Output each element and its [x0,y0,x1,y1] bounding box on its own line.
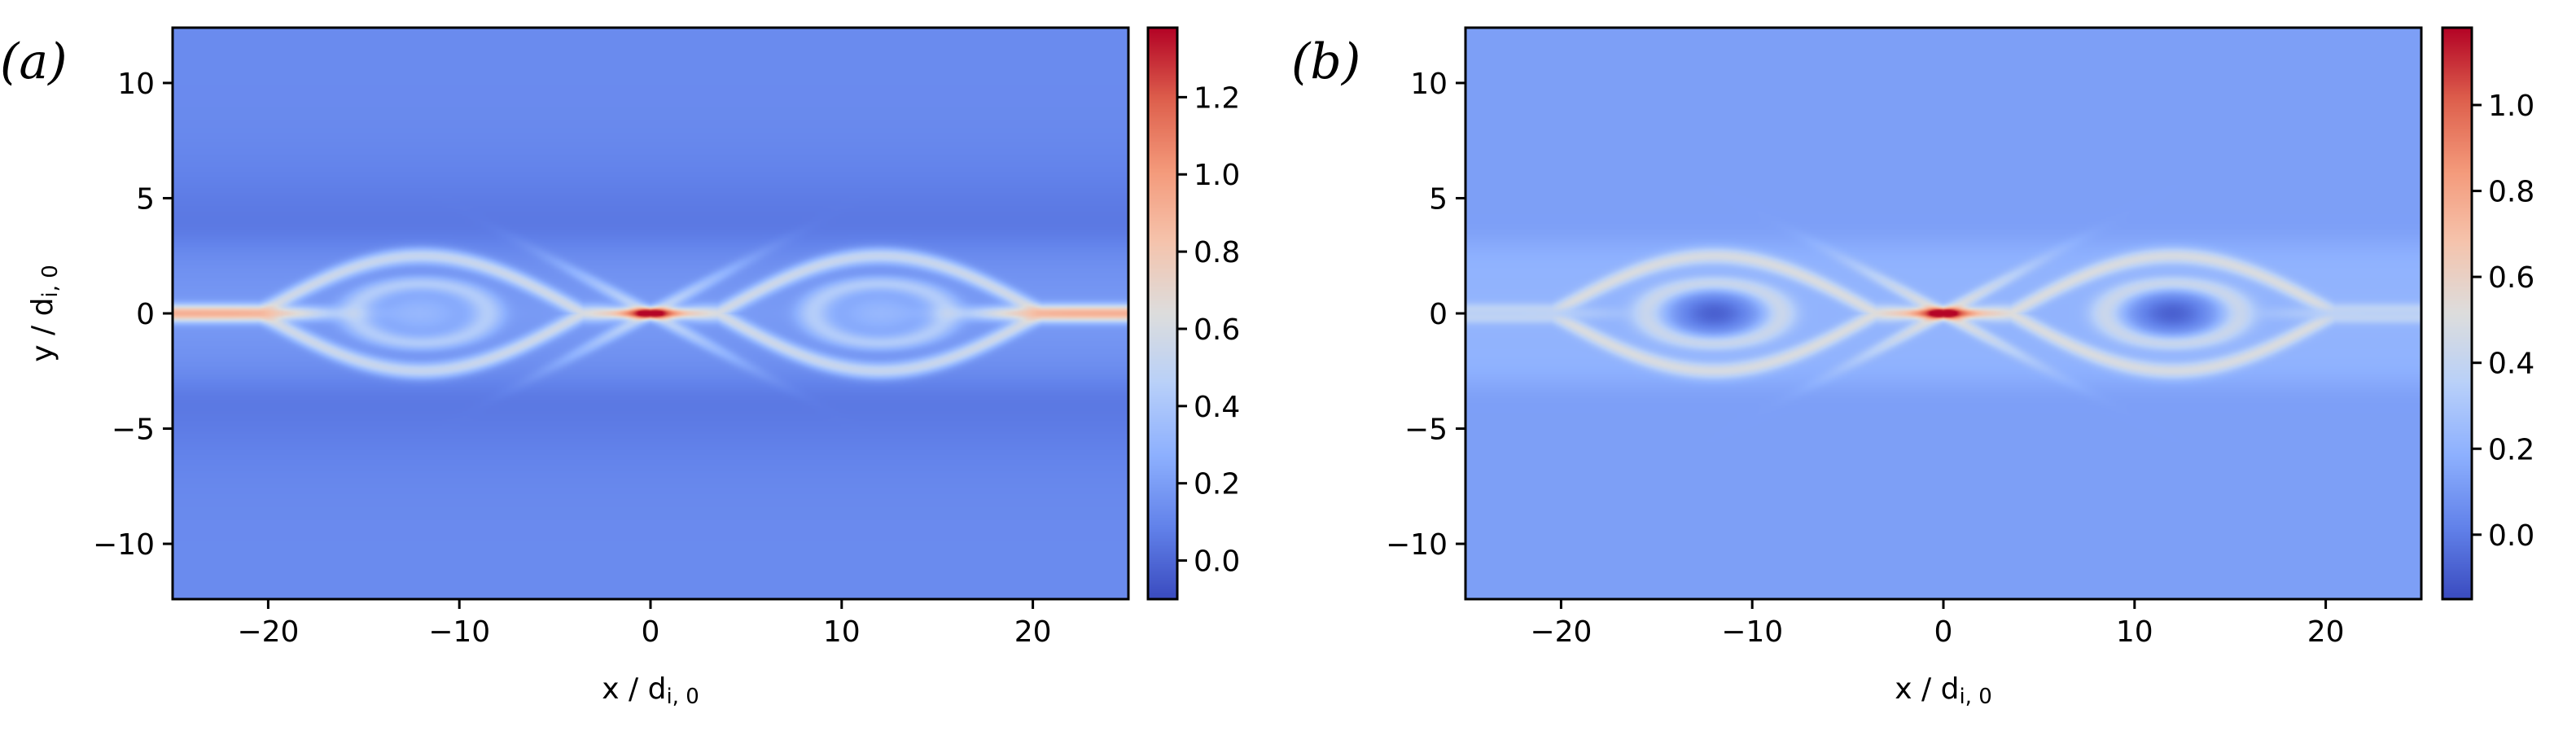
panel-b-axes: −20 −10 0 10 20 −10 −5 0 5 10 [1386,68,2344,649]
x-tick-label: 0 [642,615,660,649]
panel-a-colorbar-frame [1146,26,1179,601]
x-tick-label: −10 [1721,615,1783,649]
panel-b-colorbar-frame [2441,26,2473,601]
panel-b-colorbar-ticks: 0.0 0.2 0.4 0.6 0.8 1.0 [2472,90,2534,553]
y-tick-label: 10 [117,68,155,101]
colorbar-tick-label: 0.8 [2488,176,2534,209]
y-tick-label: 0 [136,298,155,331]
panel-a-label: (a) [0,33,68,90]
colorbar-tick-label: 0.6 [2488,261,2534,295]
panel-a-heatmap [173,28,1128,599]
y-tick-label: 5 [1429,182,1448,216]
panel-a: (a) −20 −10 0 10 20 −10 −5 0 5 10 x / di, 0 y / d… [0,26,1240,709]
x-tick-label: −20 [1530,615,1592,649]
colorbar-tick-label: 0.0 [1194,545,1240,579]
panel-a-colorbar [1148,28,1177,599]
colorbar-tick-label: 0.4 [2488,348,2534,381]
colorbar-tick-label: 1.0 [2488,90,2534,123]
panel-b-xlabel: x / di, 0 [1895,672,1991,709]
colorbar-tick-label: 0.8 [1194,236,1240,269]
colorbar-tick-label: 0.0 [2488,519,2534,553]
x-tick-label: −20 [237,615,299,649]
x-tick-label: 20 [1014,615,1052,649]
panel-a-xlabel: x / di, 0 [602,672,699,709]
colorbar-tick-label: 0.2 [2488,433,2534,466]
panel-a-ylabel: y / di, 0 [26,265,63,361]
colorbar-tick-label: 1.0 [1194,159,1240,192]
panel-a-colorbar-ticks: 0.0 0.2 0.4 0.6 0.8 1.0 1.2 [1177,81,1240,579]
panel-b-heatmap [1465,28,2421,599]
x-tick-label: 20 [2307,615,2345,649]
colorbar-tick-label: 1.2 [1194,81,1240,115]
x-tick-label: 10 [823,615,861,649]
colorbar-tick-label: 0.6 [1194,313,1240,347]
x-tick-label: 0 [1934,615,1953,649]
x-tick-label: −10 [428,615,490,649]
x-tick-label: 10 [2116,615,2153,649]
y-tick-label: −10 [1386,528,1448,562]
colorbar-tick-label: 0.4 [1194,391,1240,424]
y-tick-label: 5 [136,182,155,216]
panel-b-colorbar [2442,28,2472,599]
panel-b-label: (b) [1291,33,1360,90]
y-tick-label: 0 [1429,298,1448,331]
y-tick-label: −10 [93,528,155,562]
panel-a-axes: −20 −10 0 10 20 −10 −5 0 5 10 [93,68,1051,649]
y-tick-label: −5 [112,414,155,447]
y-tick-label: 10 [1410,68,1448,101]
colorbar-tick-label: 0.2 [1194,468,1240,501]
y-tick-label: −5 [1404,414,1448,447]
